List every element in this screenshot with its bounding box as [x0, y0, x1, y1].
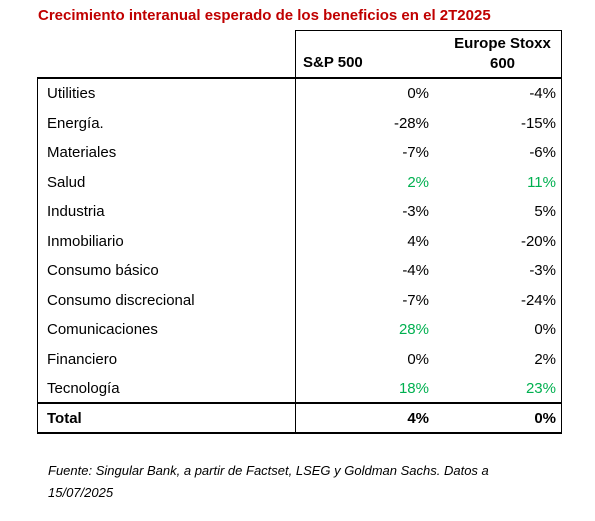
border [295, 30, 562, 31]
row-label: Tecnología [47, 380, 120, 397]
cell-value: 0% [407, 85, 429, 102]
row-label: Financiero [47, 350, 118, 368]
cell-value: 2% [407, 173, 429, 191]
row-label: Total [47, 410, 82, 427]
cell-value: -4% [402, 262, 429, 279]
cell-value: 4% [407, 410, 429, 427]
cell-value: 5% [534, 203, 556, 220]
column-header: S&P 500 [303, 54, 363, 71]
border [561, 30, 562, 434]
row-label: Comunicaciones [47, 321, 158, 338]
row-label: Industria [47, 203, 105, 220]
cell-value: -20% [520, 232, 556, 250]
row-label: Materiales [47, 144, 117, 161]
cell-value: -15% [520, 114, 556, 132]
row-label: Utilities [47, 85, 96, 102]
cell-value: 4% [407, 232, 429, 250]
cell-value: -6% [529, 144, 556, 161]
border [37, 402, 562, 404]
cell-value: 11% [527, 173, 556, 191]
cell-value: -4% [529, 85, 556, 102]
row-label: Salud [47, 173, 86, 191]
cell-value: -28% [393, 114, 429, 132]
row-label: Inmobiliario [47, 232, 124, 250]
row-label: Consumo básico [47, 262, 159, 279]
cell-value: 28% [398, 321, 429, 338]
cell-value: 0% [534, 321, 556, 338]
column-header: Europe Stoxx 600 [454, 35, 551, 72]
cell-value: 0% [407, 350, 429, 368]
border [295, 30, 296, 434]
cell-value: 2% [534, 350, 556, 368]
cell-value: 23% [525, 380, 556, 397]
cell-value: -7% [402, 144, 429, 161]
row-label: Consumo discrecional [47, 291, 195, 309]
cell-value: -24% [520, 291, 556, 309]
cell-value: -3% [529, 262, 556, 279]
cell-value: 18% [398, 380, 429, 397]
title: Crecimiento interanual esperado de los b… [38, 7, 491, 24]
source: Fuente: Singular Bank, a partir de Facts… [48, 463, 489, 500]
cell-value: -7% [402, 291, 429, 309]
border [37, 77, 562, 79]
border [37, 77, 38, 434]
row-label: Energía. [47, 114, 104, 132]
border [37, 432, 562, 434]
cell-value: 0% [534, 410, 556, 427]
cell-value: -3% [402, 203, 429, 220]
